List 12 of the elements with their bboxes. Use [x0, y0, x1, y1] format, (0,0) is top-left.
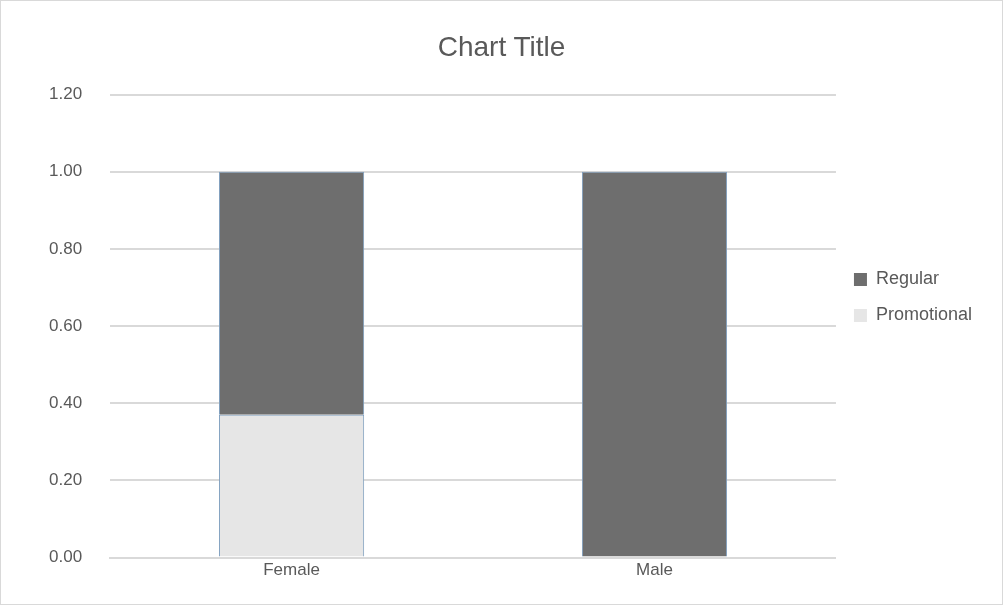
y-tick-label: 0.40 [48, 392, 83, 412]
y-tick-label: 0.60 [48, 315, 83, 335]
y-tick-label: 0.20 [48, 470, 83, 490]
y-tick-label: 0.00 [48, 547, 83, 567]
legend-label: Promotional [875, 304, 972, 325]
chart-title: Chart Title [437, 30, 566, 62]
x-tick-label: Male [636, 560, 673, 580]
y-tick-label: 1.20 [48, 84, 83, 104]
y-tick-label: 1.00 [48, 161, 83, 181]
y-tick-label: 0.80 [48, 238, 83, 258]
legend-label: Regular [875, 268, 939, 289]
x-tick-label: Female [263, 560, 320, 580]
